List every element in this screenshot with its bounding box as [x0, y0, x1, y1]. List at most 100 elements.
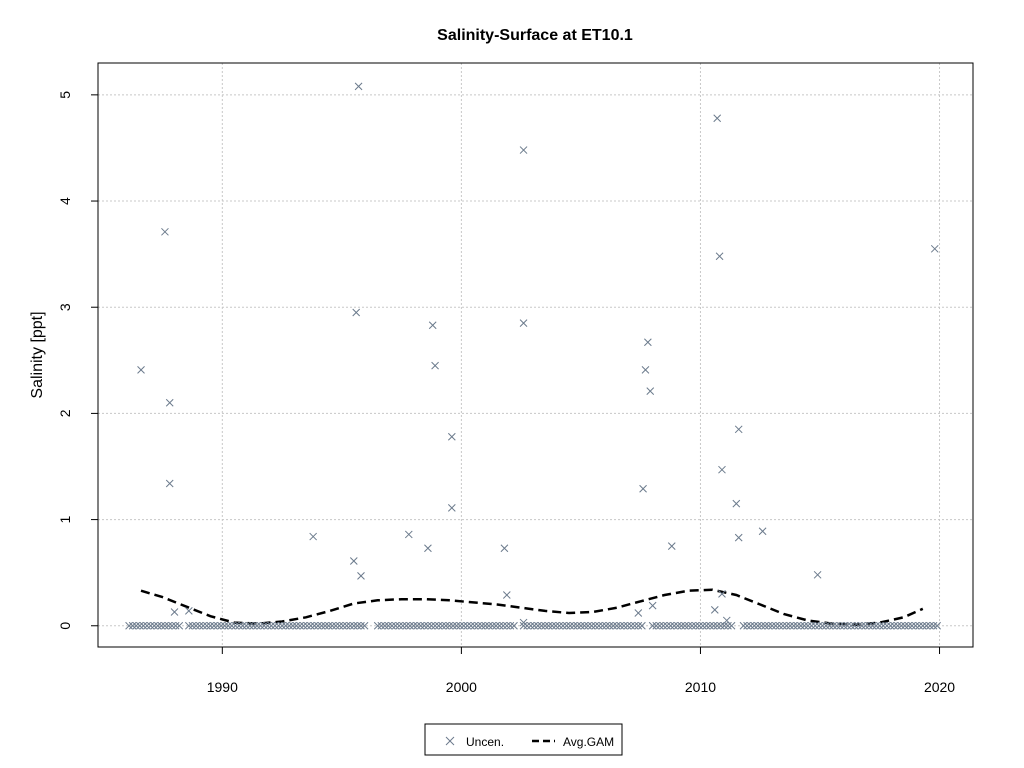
data-point — [217, 621, 225, 630]
data-point — [616, 621, 625, 630]
data-point — [715, 252, 724, 261]
legend-box — [424, 723, 623, 756]
data-point — [861, 621, 870, 630]
data-point — [605, 621, 614, 630]
data-point — [872, 621, 881, 630]
data-point — [188, 621, 197, 630]
data-point — [278, 621, 286, 630]
data-point — [391, 621, 400, 630]
data-point — [499, 621, 508, 630]
data-point — [402, 621, 411, 630]
data-point — [406, 621, 414, 630]
data-point — [695, 621, 704, 630]
data-point — [857, 621, 866, 630]
data-point — [165, 398, 174, 407]
data-point — [836, 621, 845, 630]
data-point — [918, 621, 927, 630]
data-point — [673, 621, 682, 630]
data-point — [310, 621, 319, 630]
data-point — [559, 621, 567, 630]
data-point — [630, 621, 639, 630]
data-point — [150, 621, 159, 630]
data-point — [328, 621, 337, 630]
data-point — [495, 621, 504, 630]
data-point — [165, 479, 174, 488]
data-point — [775, 621, 784, 630]
data-point — [746, 621, 755, 630]
data-point — [620, 621, 628, 630]
data-point — [456, 621, 465, 630]
data-point — [548, 621, 557, 630]
data-point — [718, 465, 726, 474]
data-point — [868, 621, 877, 630]
data-point — [231, 621, 240, 630]
data-point — [771, 621, 780, 630]
data-point — [602, 621, 610, 630]
data-point — [445, 621, 454, 630]
data-point — [404, 530, 413, 539]
data-point — [573, 621, 582, 630]
data-point — [926, 621, 934, 630]
data-point — [541, 621, 549, 630]
data-point — [764, 621, 773, 630]
data-point — [296, 621, 304, 630]
data-point — [684, 621, 693, 630]
data-point — [519, 146, 528, 154]
data-point — [424, 544, 432, 553]
data-point — [143, 621, 151, 630]
data-point — [492, 621, 500, 630]
data-point — [911, 621, 920, 630]
data-point — [388, 621, 396, 630]
data-point — [793, 621, 802, 630]
data-point — [317, 621, 326, 630]
data-point — [523, 621, 531, 630]
data-point — [677, 621, 686, 630]
data-point — [591, 621, 600, 630]
data-point — [139, 621, 148, 630]
data-point — [904, 621, 913, 630]
data-point — [569, 621, 578, 630]
data-point — [908, 621, 916, 630]
data-point — [768, 621, 777, 630]
data-point — [646, 387, 655, 395]
data-point — [562, 621, 571, 630]
data-point — [228, 621, 236, 630]
data-point — [314, 621, 322, 630]
data-point — [467, 621, 475, 630]
data-point — [459, 621, 468, 630]
data-point — [192, 621, 200, 630]
data-point — [263, 621, 272, 630]
data-point — [702, 621, 711, 630]
data-point — [381, 621, 389, 630]
data-point — [306, 621, 315, 630]
data-point — [431, 361, 439, 370]
data-point — [416, 621, 425, 630]
data-point — [481, 621, 490, 630]
data-point — [452, 621, 461, 630]
data-point — [753, 621, 762, 630]
data-point — [718, 590, 726, 598]
data-point — [519, 621, 528, 630]
data-point — [424, 621, 432, 630]
data-point — [732, 499, 741, 508]
data-point — [202, 621, 211, 630]
data-point — [840, 621, 848, 630]
data-point — [681, 621, 689, 630]
y-tick-label: 5 — [57, 91, 73, 99]
data-point — [135, 621, 144, 630]
data-point — [339, 621, 347, 630]
data-point — [519, 319, 528, 327]
data-point — [555, 621, 564, 630]
x-tick-label: 2000 — [446, 679, 477, 695]
data-point — [566, 621, 575, 630]
data-point — [321, 621, 329, 630]
y-tick-label: 1 — [57, 515, 73, 523]
data-point — [171, 621, 180, 630]
data-point — [357, 572, 365, 580]
data-point — [210, 621, 218, 630]
data-point — [441, 621, 450, 630]
data-point — [612, 621, 621, 630]
data-point — [175, 621, 184, 630]
data-point — [534, 621, 542, 630]
